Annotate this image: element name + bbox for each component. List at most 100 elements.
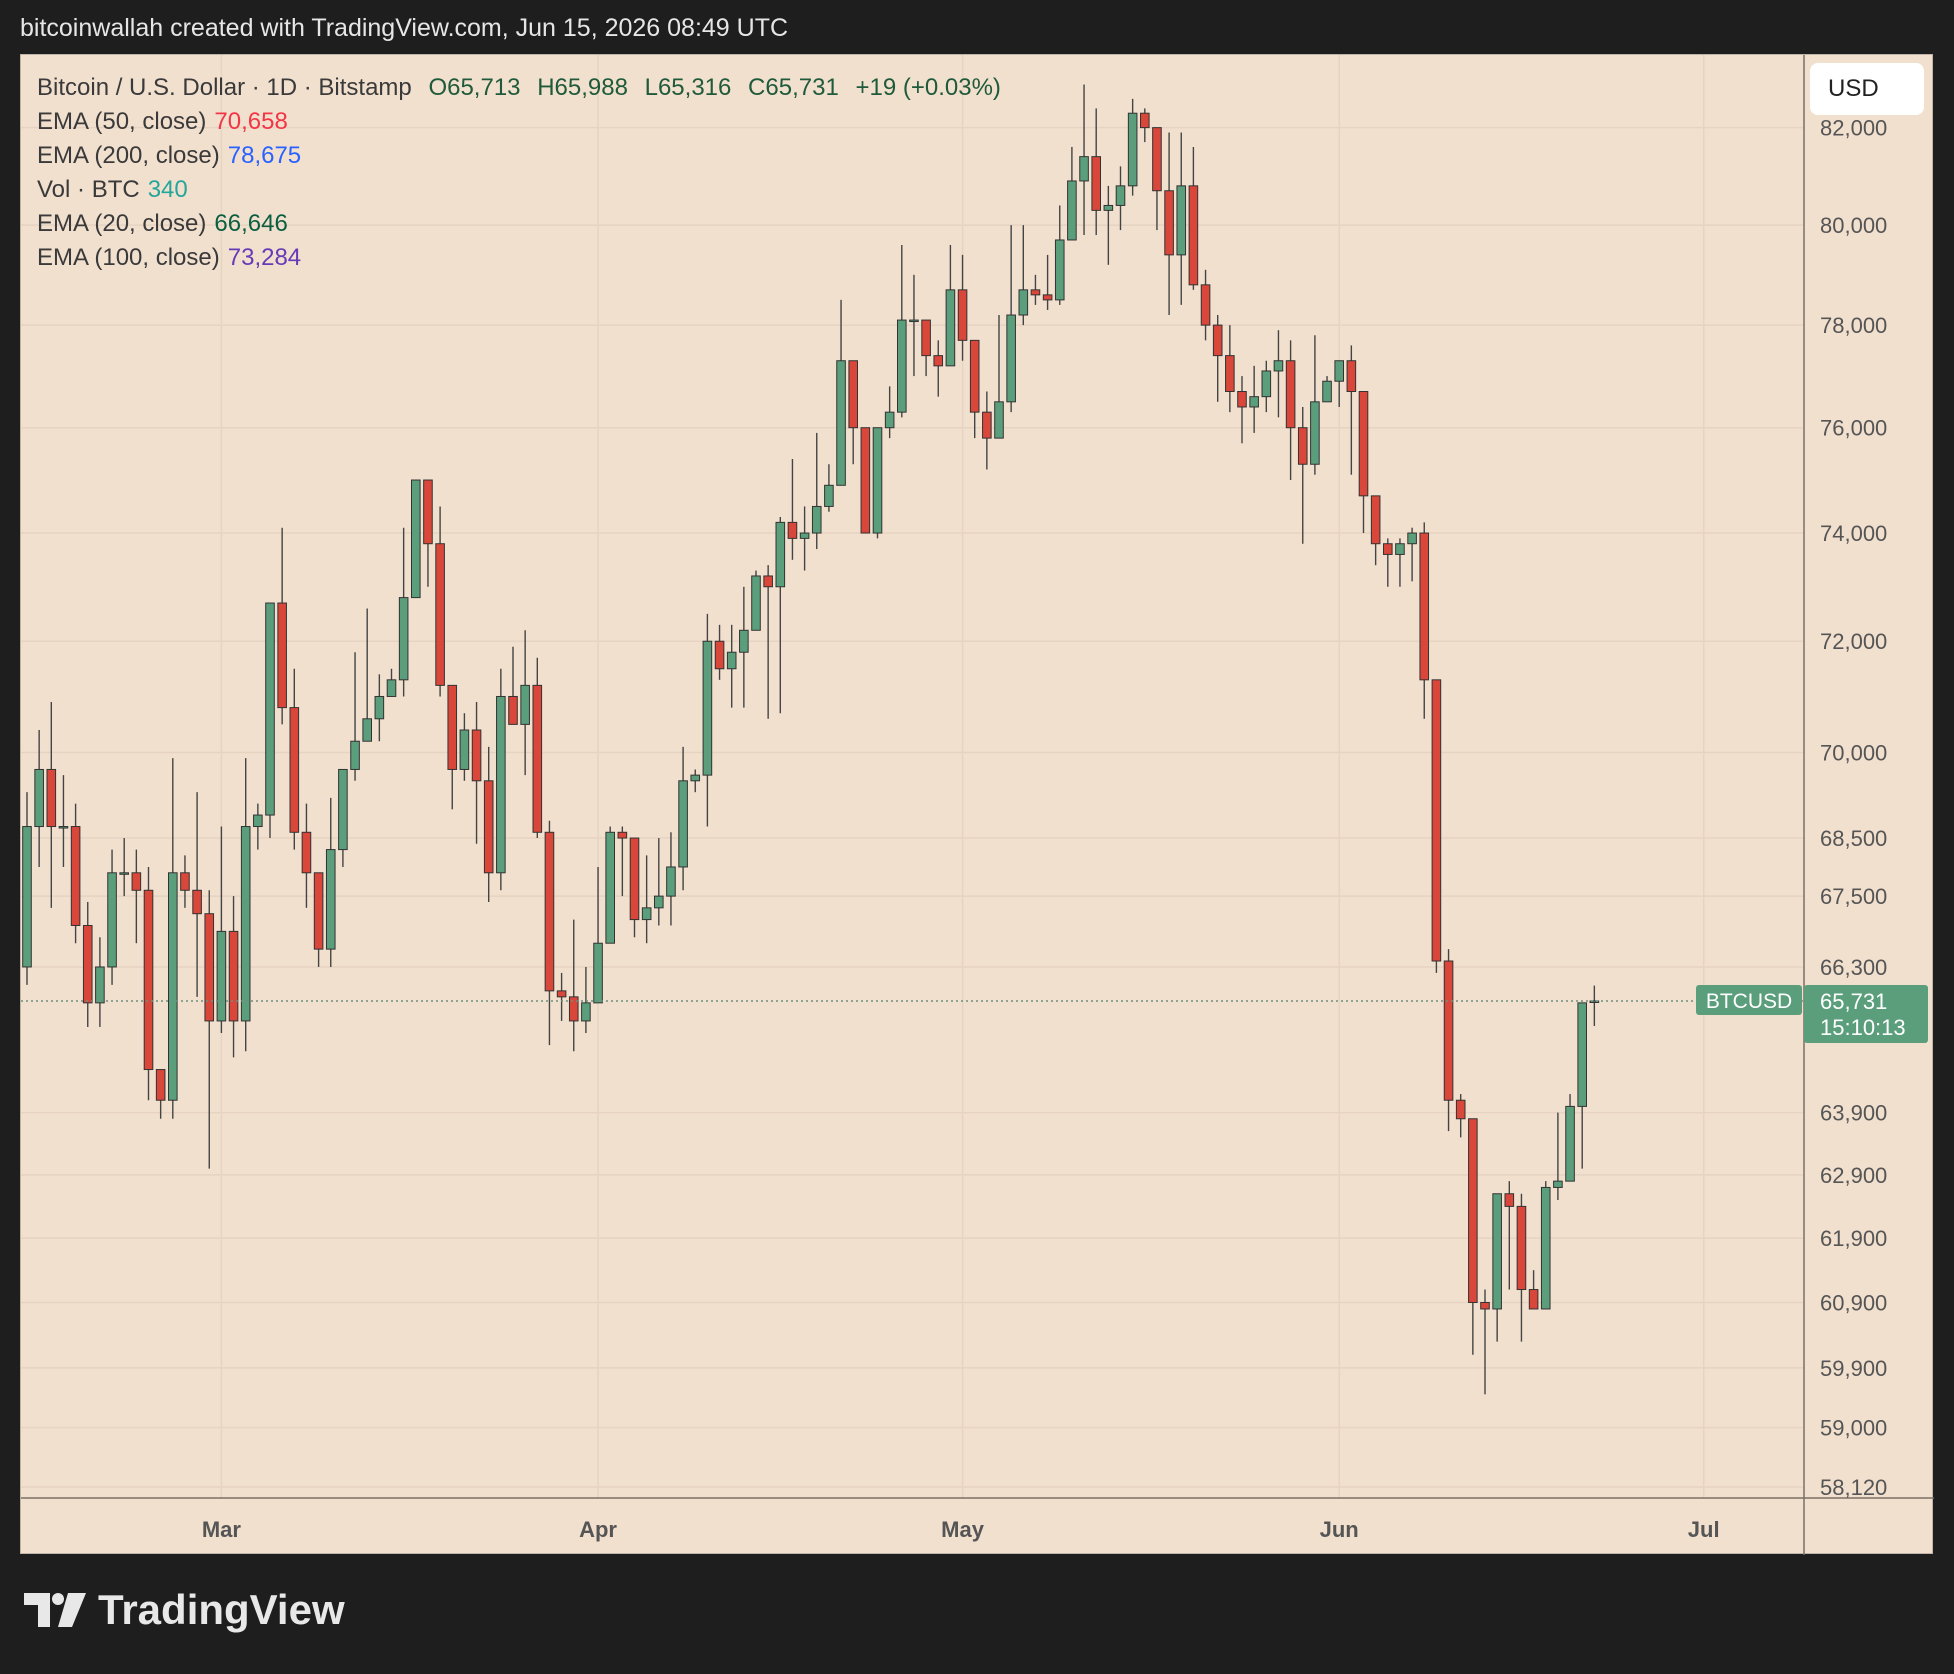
candle-up: [872, 427, 883, 534]
candle-down: [568, 996, 579, 1022]
brand-name: TradingView: [98, 1586, 345, 1633]
y-tick-label: 68,500: [1820, 826, 1887, 851]
ohlc-high: H65,988: [537, 74, 628, 101]
candlestick-chart[interactable]: 82,000 80,000 78,000 76,000 74,000 72,000 70,0…: [21, 55, 1934, 1555]
candle-down: [1443, 960, 1454, 1101]
candle-up: [1589, 1000, 1600, 1004]
y-tick-label: 78,000: [1820, 313, 1887, 338]
candle-down: [787, 521, 798, 539]
candle-up: [1067, 180, 1077, 241]
candle-up: [1261, 370, 1272, 398]
candle-down: [1504, 1193, 1515, 1207]
candle-down: [544, 831, 555, 992]
candle-up: [107, 872, 117, 968]
indicator-value: 66,646: [214, 210, 288, 237]
tradingview-logo-icon: [24, 1593, 86, 1627]
candle-up: [690, 774, 701, 782]
candle-down: [1480, 1301, 1490, 1310]
candle-up: [386, 679, 397, 697]
candle-up: [1310, 401, 1320, 465]
candle-up: [411, 479, 421, 599]
candle-down: [82, 924, 93, 1004]
candle-down: [1528, 1289, 1539, 1310]
y-tick-label: 66,300: [1820, 955, 1887, 980]
legend-indicator-row: EMA (20, close) 66,646: [37, 207, 1001, 241]
indicator-value: 78,675: [227, 142, 302, 169]
candle-down: [1200, 284, 1211, 326]
candle-down: [313, 872, 324, 950]
candle-up: [593, 942, 603, 1004]
candle-down: [1285, 360, 1296, 429]
legend-symbol-row: Bitcoin / U.S. Dollar · 1D · Bitstamp O6…: [37, 71, 1001, 105]
candle-down: [131, 872, 142, 891]
symbol-title: Bitcoin / U.S. Dollar · 1D · Bitstamp: [37, 74, 412, 101]
y-tick-label: 61,900: [1820, 1226, 1887, 1251]
candle-up: [775, 521, 786, 588]
candle-down: [1140, 112, 1150, 129]
y-tick-label: 80,000: [1820, 213, 1887, 238]
chart-frame[interactable]: 82,000 80,000 78,000 76,000 74,000 72,000 70,0…: [20, 54, 1934, 1555]
candle-up: [945, 289, 956, 367]
candle-up: [678, 780, 688, 868]
candle-down: [860, 427, 871, 534]
candle-up: [1540, 1186, 1551, 1310]
y-tick-label: 58,120: [1820, 1475, 1887, 1500]
candle-down: [969, 339, 980, 413]
candle-up: [398, 597, 409, 681]
candle-up: [1249, 396, 1259, 408]
candle-up: [22, 826, 32, 968]
x-tick-label: Jun: [1320, 1517, 1359, 1542]
candle-down: [617, 831, 628, 839]
x-tick-label: Apr: [579, 1517, 617, 1542]
legend-indicator-row: EMA (100, close) 73,284: [37, 241, 1001, 275]
candle-down: [301, 831, 312, 874]
indicator-label: EMA (50, close): [37, 108, 207, 135]
candle-up: [605, 831, 616, 944]
candle-down: [1419, 532, 1430, 681]
symbol-tag-label: BTCUSD: [1706, 990, 1792, 1013]
candle-up: [581, 1002, 591, 1022]
candle-down: [180, 872, 190, 891]
candle-up: [897, 319, 907, 413]
y-tick-label: 59,000: [1820, 1416, 1887, 1441]
candle-down: [435, 543, 445, 686]
candle-down: [447, 684, 458, 770]
legend-indicator-row: EMA (200, close) 78,675: [37, 139, 1001, 173]
price-tag-countdown: 15:10:13: [1820, 1015, 1906, 1040]
candle-down: [423, 479, 433, 545]
candle-up: [496, 695, 506, 874]
candle-up: [119, 872, 130, 875]
x-tick-label: Jul: [1688, 1517, 1720, 1542]
candle-up: [909, 319, 919, 323]
candle-down: [70, 826, 81, 926]
candle-up: [654, 895, 664, 909]
candle-up: [1577, 1002, 1588, 1107]
candle-up: [702, 640, 713, 776]
candle-down: [1431, 679, 1442, 962]
y-tick-label: 76,000: [1820, 416, 1887, 441]
candle-down: [1091, 156, 1102, 211]
indicator-value: 70,658: [214, 108, 288, 135]
y-tick-label: 74,000: [1820, 521, 1887, 546]
candle-up: [216, 930, 227, 1022]
candle-down: [1152, 127, 1162, 192]
candle-up: [240, 826, 251, 1022]
price-tag-value: 65,731: [1820, 989, 1887, 1014]
indicator-label: EMA (20, close): [37, 210, 207, 237]
candle-down: [1370, 495, 1381, 545]
candle-up: [95, 966, 105, 1004]
indicator-label: EMA (100, close): [37, 244, 220, 271]
candle-up: [520, 684, 530, 725]
candle-down: [508, 695, 518, 725]
ohlc-change: +19 (+0.03%): [855, 74, 1001, 101]
candle-down: [1212, 324, 1223, 357]
candle-up: [641, 907, 652, 921]
candle-up: [1006, 314, 1016, 403]
candle-up: [884, 411, 895, 429]
candle-up: [1553, 1180, 1563, 1188]
candle-up: [265, 602, 275, 816]
currency-button[interactable]: USD: [1810, 63, 1924, 115]
candle-up: [1334, 360, 1345, 382]
candle-up: [1054, 239, 1065, 301]
candle-down: [228, 930, 239, 1022]
